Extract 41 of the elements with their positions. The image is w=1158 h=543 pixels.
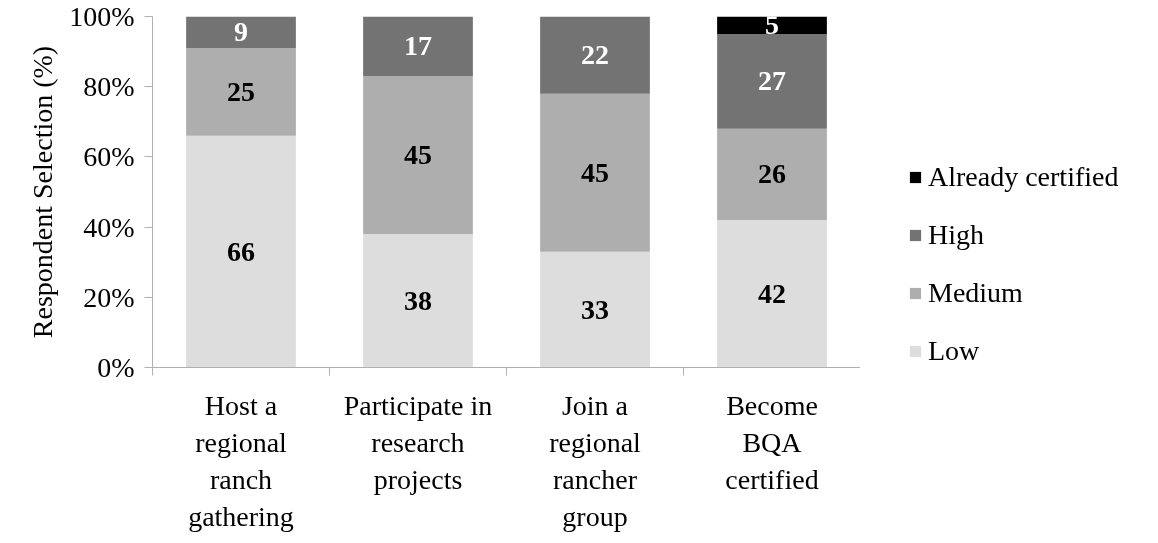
y-tick-label: 100% [69,1,135,32]
data-label: 25 [227,75,255,107]
data-label: 27 [758,65,786,97]
data-label: 38 [404,284,432,316]
legend-label: Medium [928,277,1023,309]
y-tick-label: 20% [83,281,135,313]
x-tick-label: Become BQA certified [725,389,819,495]
legend-label: Already certified [928,161,1119,193]
bar [186,48,296,136]
data-label: 26 [758,158,786,190]
bar [717,128,827,221]
data-label: 45 [581,156,609,188]
data-label: 17 [404,30,432,62]
data-label: 42 [758,277,786,309]
x-tick-label: Participate in research projects [343,389,493,495]
y-tick-label: 40% [83,211,135,243]
bar [717,34,827,129]
bar [363,234,473,368]
bar [186,16,296,49]
y-tick-label: 0% [97,352,135,383]
bar [363,16,473,77]
data-label: 22 [581,39,609,71]
legend-label: High [928,219,984,251]
y-tick-label: 60% [83,141,135,173]
bar [540,251,650,368]
y-tick-label: 80% [83,71,135,103]
bar [540,16,650,94]
bar [717,220,827,368]
bar [186,135,296,368]
x-tick-label: Join a regional rancher group [549,389,642,533]
data-label: 45 [404,139,432,171]
legend-label: Low [928,335,980,367]
data-label: 66 [227,235,255,267]
bar [717,16,827,35]
bar [363,76,473,235]
x-tick-label: Host a regional ranch gathering [188,389,294,533]
data-label: 33 [581,293,609,325]
y-axis-title: Respondent Selection (%) [27,45,59,339]
data-label: 5 [765,9,779,41]
data-label: 9 [234,16,248,48]
bar [540,93,650,252]
